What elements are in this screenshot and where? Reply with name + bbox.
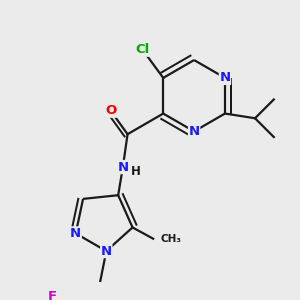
Text: N: N — [117, 160, 128, 173]
Text: O: O — [105, 104, 116, 117]
Text: N: N — [101, 244, 112, 258]
Text: N: N — [219, 71, 231, 84]
Text: H: H — [131, 165, 141, 178]
Text: F: F — [48, 290, 57, 300]
Text: CH₃: CH₃ — [161, 234, 182, 244]
Text: Cl: Cl — [136, 43, 150, 56]
Text: N: N — [188, 125, 200, 138]
Text: N: N — [70, 227, 81, 240]
